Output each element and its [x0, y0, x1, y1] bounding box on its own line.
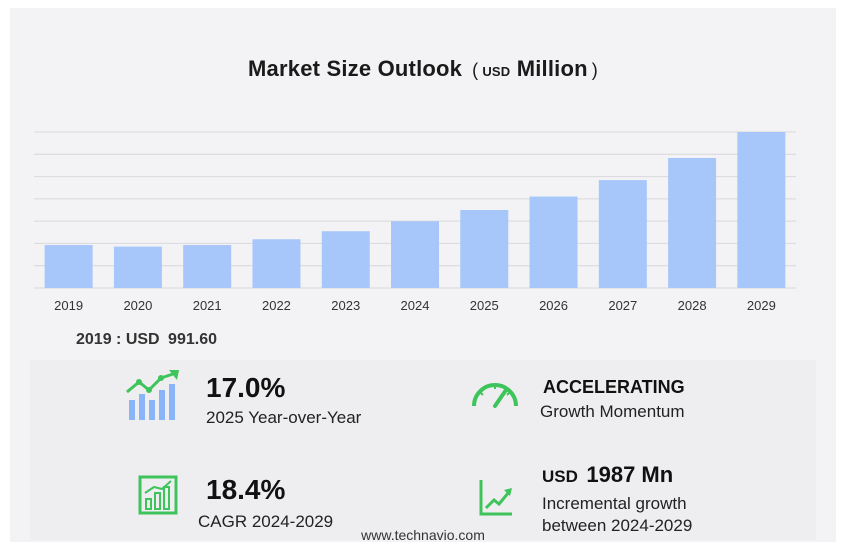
cagr-stat: 18.4% CAGR 2024-2029	[198, 476, 333, 532]
bar-2026	[529, 196, 578, 288]
bar-2020	[113, 246, 162, 288]
momentum-value: ACCELERATING	[543, 377, 685, 397]
yoy-value: 17.0%	[206, 372, 286, 403]
x-tick-2028: 2028	[678, 298, 707, 313]
incremental-stat: USD 1987 Mn Incremental growth between 2…	[542, 462, 692, 536]
incremental-figure: USD 1987 Mn	[542, 462, 692, 488]
incremental-label-2: between 2024-2029	[542, 516, 693, 535]
bar-2023	[321, 231, 370, 288]
title-unit: Million	[516, 56, 588, 81]
x-tick-2027: 2027	[608, 298, 637, 313]
bar-2029	[737, 132, 786, 288]
paren-open: (	[472, 60, 479, 80]
paren-close: )	[591, 60, 598, 80]
x-tick-2025: 2025	[470, 298, 499, 313]
chart-title: Market Size Outlook (USD Million)	[10, 56, 836, 82]
bar-2024	[391, 221, 439, 288]
incremental-prefix: USD	[542, 467, 578, 486]
incremental-label-1: Incremental growth	[542, 494, 687, 513]
incremental-value: 1987 Mn	[586, 462, 674, 487]
speedometer-icon	[472, 383, 518, 408]
yoy-stat: 17.0% 2025 Year-over-Year	[206, 374, 361, 428]
bar-2022	[252, 239, 301, 288]
stats-panel: 17.0% 2025 Year-over-Year ACCELERATING G…	[30, 360, 816, 540]
bar-2027	[598, 180, 647, 288]
title-unit-prefix: USD	[482, 64, 511, 79]
x-tick-2024: 2024	[401, 298, 430, 313]
x-tick-2019: 2019	[54, 298, 83, 313]
x-tick-2022: 2022	[262, 298, 291, 313]
bar-2021	[183, 245, 232, 288]
x-tick-2029: 2029	[747, 298, 776, 313]
chart-title-text: Market Size Outlook	[248, 56, 463, 81]
base-year-prefix: 2019 : USD	[76, 331, 160, 348]
yoy-label: 2025 Year-over-Year	[206, 408, 362, 427]
cagr-label: CAGR 2024-2029	[198, 512, 334, 531]
x-tick-2026: 2026	[539, 298, 568, 313]
momentum-stat: ACCELERATING Growth Momentum	[540, 377, 685, 422]
line-chart-icon	[479, 480, 512, 516]
growth-bars-icon	[126, 370, 179, 420]
bar-chart: 2019 2020 2021 2022 2023 2024 2025 2026 2027 2028…	[34, 131, 796, 313]
x-tick-2021: 2021	[193, 298, 222, 313]
chart-card: Market Size Outlook(USD Million) 2019 202…	[10, 8, 836, 542]
bar-2028	[668, 158, 717, 288]
x-tick-2023: 2023	[331, 298, 360, 313]
base-year-label: 2019 : USD 991.60	[76, 331, 221, 349]
bar-2019	[44, 245, 93, 288]
momentum-label: Growth Momentum	[540, 402, 685, 421]
source-footer: www.technavio.com	[361, 527, 485, 543]
cagr-value: 18.4%	[206, 474, 286, 505]
x-tick-2020: 2020	[123, 298, 152, 313]
cagr-chart-icon	[138, 475, 178, 515]
base-year-value: 991.60	[168, 331, 217, 348]
bar-2025	[460, 210, 509, 288]
